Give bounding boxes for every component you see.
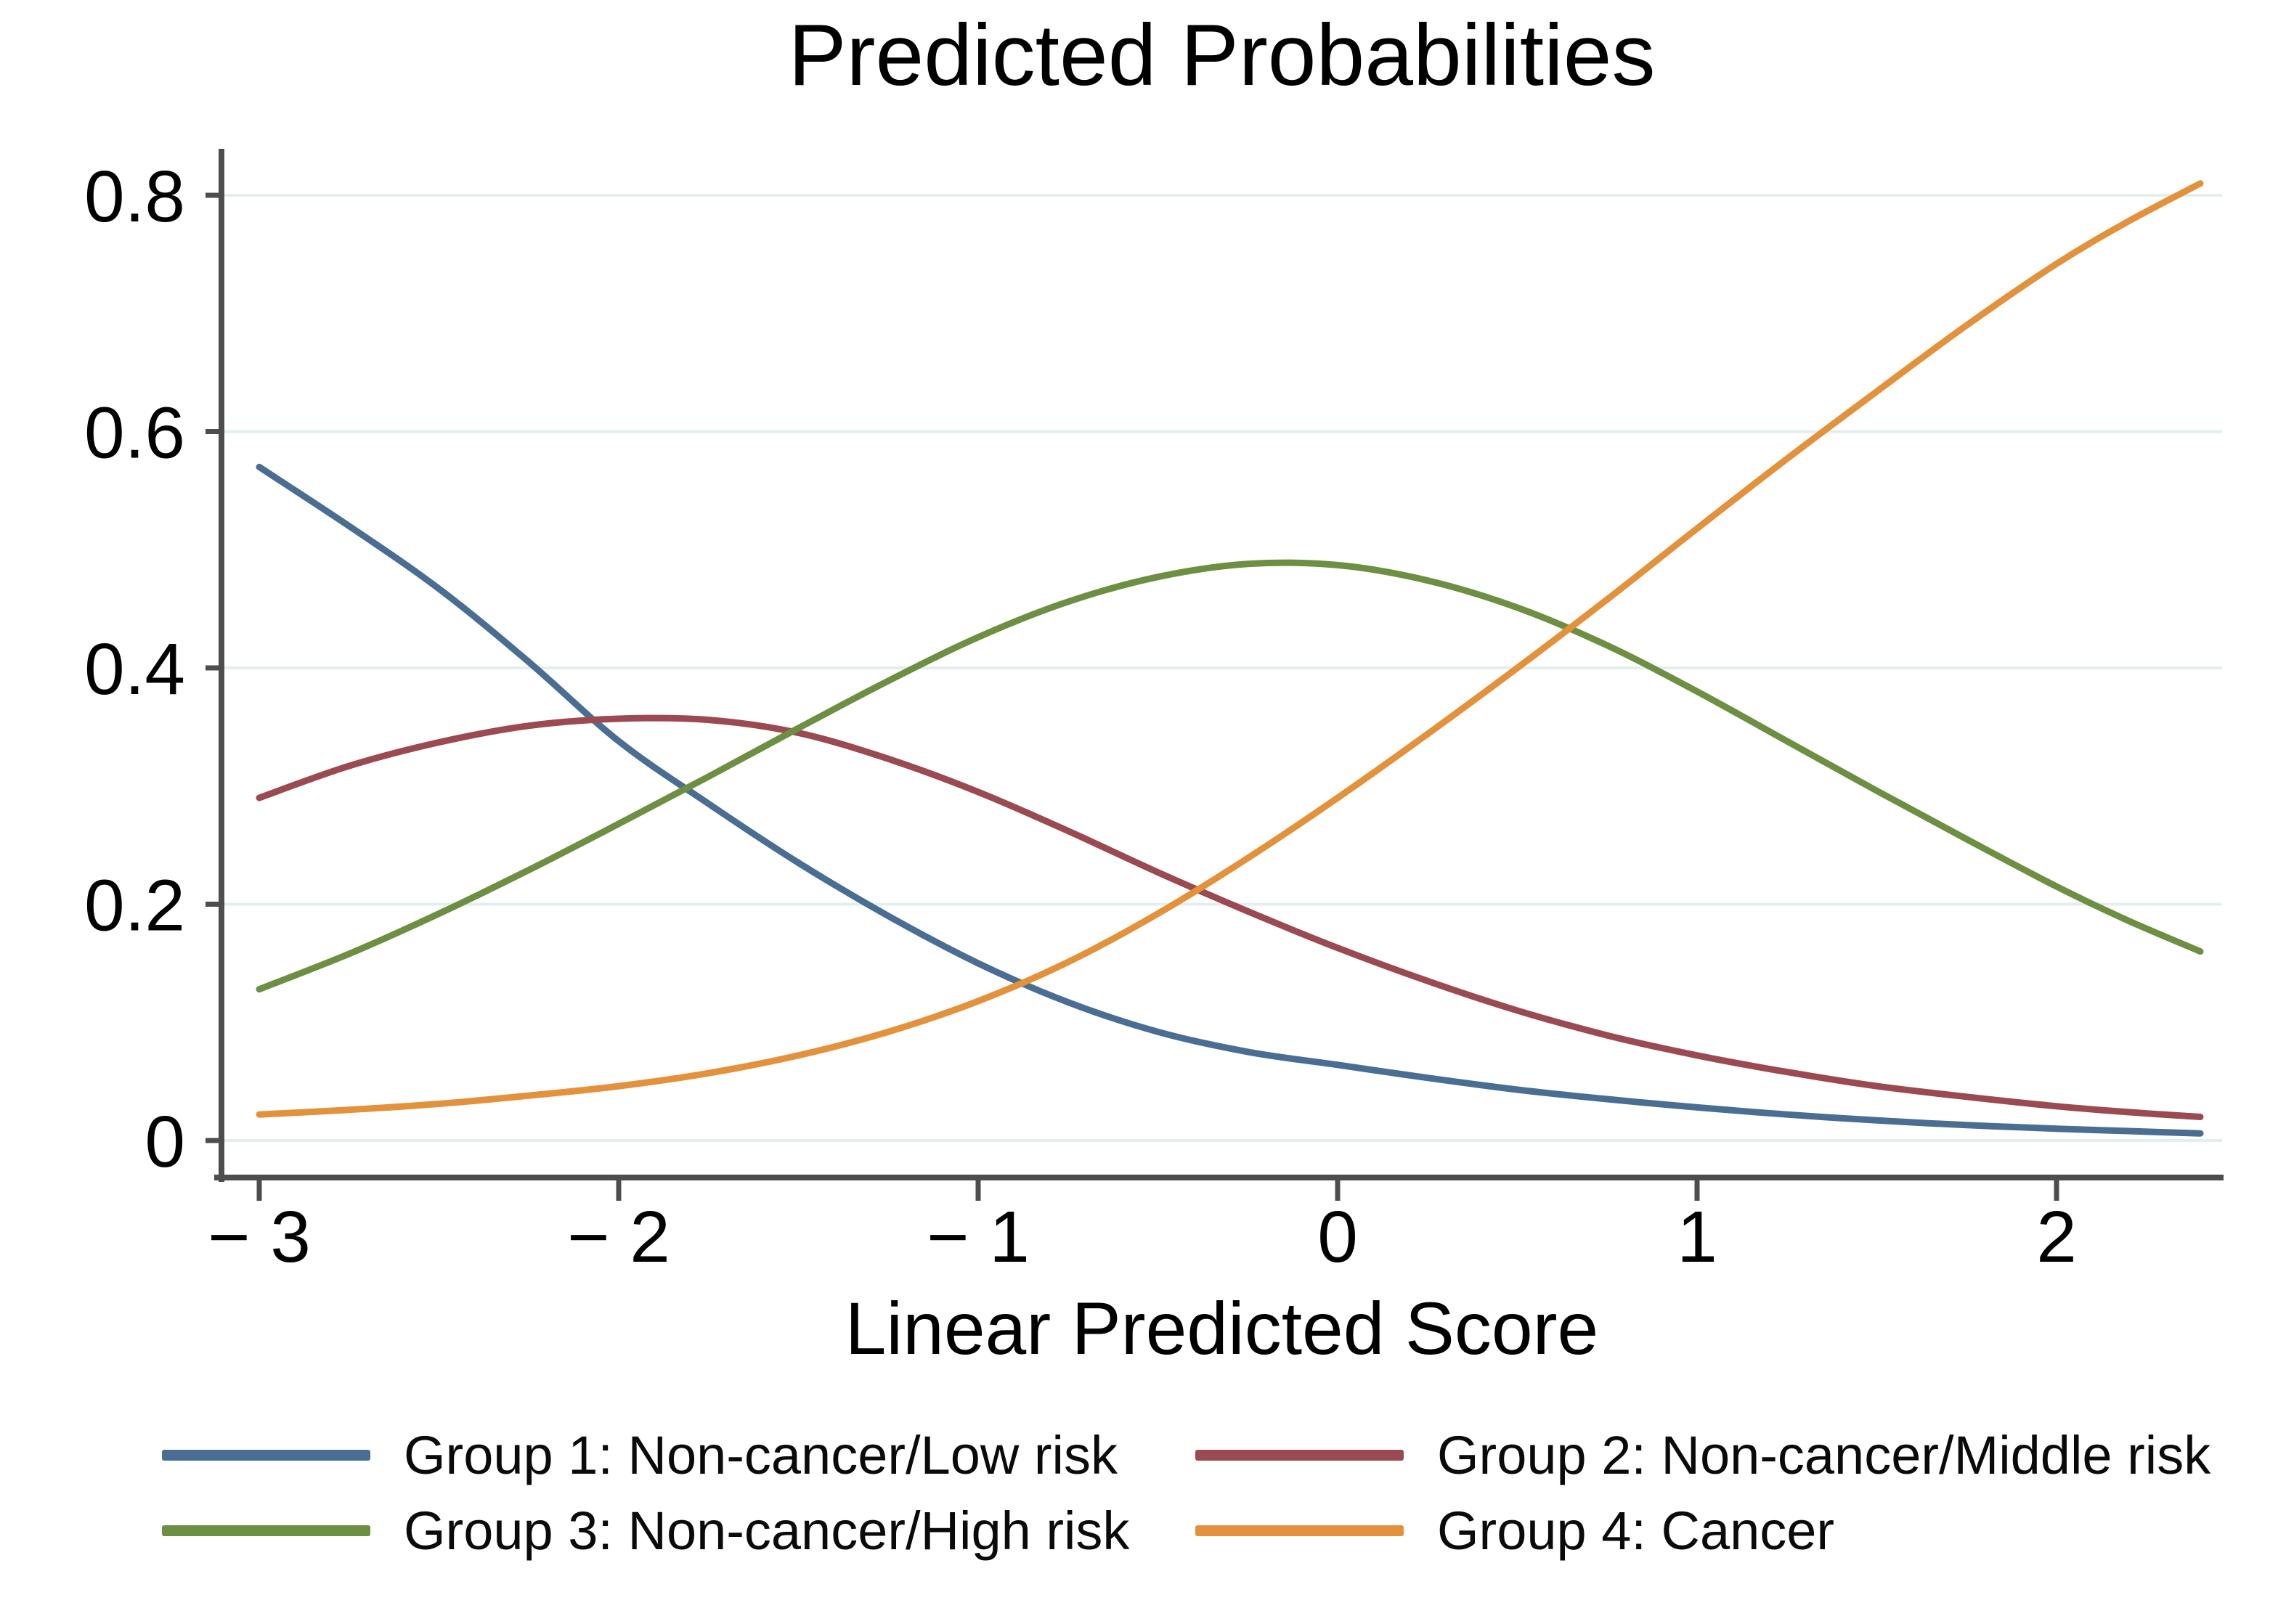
legend-item-group-3: Group 3: Non-cancer/High risk [162, 1493, 1195, 1568]
legend-label: Group 1: Non-cancer/Low risk [404, 1424, 1118, 1485]
x-tick-label: − 2 [567, 1196, 670, 1278]
x-tick-label: − 3 [208, 1196, 311, 1278]
x-axis-title: Linear Predicted Score [845, 1287, 1599, 1370]
series-line-group-4 [256, 180, 2204, 1118]
series-line-group-1 [256, 463, 2204, 1137]
y-tick-label: 0.4 [84, 629, 185, 710]
legend-item-group-2: Group 2: Non-cancer/Middle risk [1195, 1417, 2210, 1493]
legend-swatch [162, 1449, 370, 1461]
legend-item-group-1: Group 1: Non-cancer/Low risk [162, 1417, 1195, 1493]
y-tick-label: 0.2 [84, 865, 185, 947]
y-tick-label: 0.8 [84, 156, 185, 237]
legend-label: Group 4: Cancer [1437, 1500, 1835, 1561]
y-tick-label: 0.6 [84, 393, 185, 474]
series-line-group-3 [256, 559, 2204, 993]
legend-swatch [162, 1525, 370, 1536]
x-tick-label: 2 [2036, 1196, 2077, 1278]
legend: Group 1: Non-cancer/Low risk Group 2: Non… [162, 1417, 2210, 1568]
chart-title: Predicted Probabilities [788, 7, 1656, 104]
x-tick-label: 1 [1677, 1196, 1717, 1278]
y-tick-label: 0 [145, 1101, 185, 1183]
legend-label: Group 2: Non-cancer/Middle risk [1437, 1424, 2211, 1485]
legend-label: Group 3: Non-cancer/High risk [404, 1500, 1130, 1561]
legend-item-group-4: Group 4: Cancer [1195, 1493, 2210, 1568]
x-tick-label: 0 [1317, 1196, 1358, 1278]
x-tick-label: − 1 [927, 1196, 1030, 1278]
series-line-group-2 [256, 714, 2204, 1120]
legend-swatch [1195, 1525, 1404, 1536]
legend-swatch [1195, 1449, 1404, 1461]
